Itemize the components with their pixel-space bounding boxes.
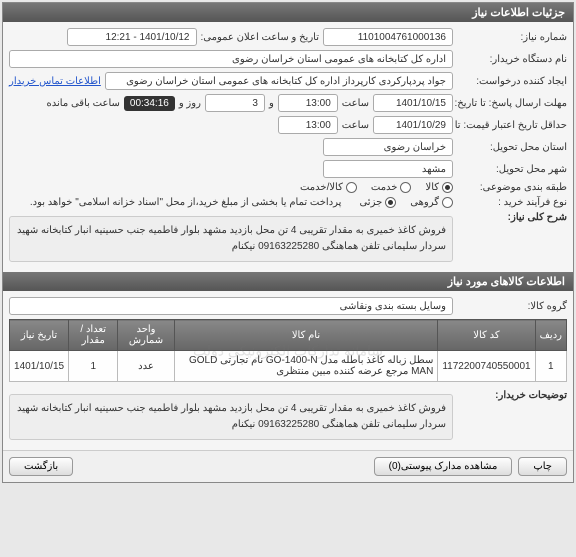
main-panel: جزئیات اطلاعات نیاز شماره نیاز: 11010047… <box>2 2 574 483</box>
th-qty: تعداد / مقدار <box>69 320 118 351</box>
back-button[interactable]: بازگشت <box>9 457 73 476</box>
th-date: تاریخ نیاز <box>10 320 69 351</box>
validity-date-field: 1401/10/29 <box>373 116 453 134</box>
buyer-notes-label: توضیحات خریدار: <box>457 390 567 401</box>
creator-field: جواد پردپارکردی کارپرداز اداره کل کتابخا… <box>105 72 453 90</box>
deadline-time-field: 13:00 <box>278 94 338 112</box>
cell-qty: 1 <box>69 351 118 382</box>
process-group: گروهی جزئی <box>359 197 453 208</box>
goods-type-group: کالا خدمت کالا/خدمت <box>300 182 453 193</box>
cell-name: سطل زباله کاغذ باطله مدل GO-1400-N نام ت… <box>174 351 438 382</box>
radio-checked-icon <box>385 197 396 208</box>
service-radio-label: خدمت <box>371 182 398 193</box>
radio-icon <box>442 197 453 208</box>
cell-unit: عدد <box>118 351 174 382</box>
table-header-row: ردیف کد کالا نام کالا واحد شمارش تعداد /… <box>10 320 567 351</box>
radio-checked-icon <box>442 182 453 193</box>
days-field: 3 <box>205 94 265 112</box>
process-group-item[interactable]: گروهی <box>410 197 453 208</box>
cell-idx: 1 <box>535 351 566 382</box>
process-group-label: گروهی <box>410 197 439 208</box>
contact-link[interactable]: اطلاعات تماس خریدار <box>9 76 101 87</box>
goods-radio-label: کالا <box>425 182 439 193</box>
spacer <box>79 457 367 476</box>
city-label: شهر محل تحویل: <box>457 164 567 175</box>
validity-time-field: 13:00 <box>278 116 338 134</box>
province-field: خراسان رضوی <box>323 138 453 156</box>
goods-type-label: طبقه بندی موضوعی: <box>457 182 567 193</box>
buyer-org-field: اداره کل کتابخانه های عمومی استان خراسان… <box>9 50 453 68</box>
validity-time-label: ساعت <box>342 120 369 131</box>
items-table: ردیف کد کالا نام کالا واحد شمارش تعداد /… <box>9 319 567 382</box>
footer-bar: چاپ مشاهده مدارک پیوستی(0) بازگشت <box>3 450 573 482</box>
process-partial-label: جزئی <box>359 197 382 208</box>
goods-service-radio-label: کالا/خدمت <box>300 182 343 193</box>
deadline-date-field: 1401/10/15 <box>373 94 453 112</box>
general-desc-box: فروش کاغذ خمیری به مقدار تقریبی 4 تن محل… <box>9 216 453 262</box>
panel-title: جزئیات اطلاعات نیاز <box>3 3 573 22</box>
buyer-notes-box: فروش کاغذ خمیری به مقدار تقریبی 4 تن محل… <box>9 394 453 440</box>
buyer-org-label: نام دستگاه خریدار: <box>457 54 567 65</box>
th-code: کد کالا <box>438 320 535 351</box>
announce-label: تاریخ و ساعت اعلان عمومی: <box>201 32 320 43</box>
province-label: استان محل تحویل: <box>457 142 567 153</box>
section2-title: اطلاعات کالاهای مورد نیاز <box>3 272 573 291</box>
group-field: وسایل بسته بندی ونقاشی <box>9 297 453 315</box>
creator-label: ایجاد کننده درخواست: <box>457 76 567 87</box>
radio-icon <box>346 182 357 193</box>
process-note: پرداخت تمام یا بخشی از مبلغ خرید،از محل … <box>30 197 342 208</box>
print-button[interactable]: چاپ <box>518 457 567 476</box>
process-partial-item[interactable]: جزئی <box>359 197 396 208</box>
goods-service-radio-item[interactable]: کالا/خدمت <box>300 182 357 193</box>
deadline-label: مهلت ارسال پاسخ: تا تاریخ: <box>457 98 567 109</box>
need-number-field: 1101004761000136 <box>323 28 453 46</box>
details-body: شماره نیاز: 1101004761000136 تاریخ و ساع… <box>3 22 573 272</box>
cell-code: 1172200740550001 <box>438 351 535 382</box>
section2-body: گروه کالا: وسایل بسته بندی ونقاشی ردیف ک… <box>3 291 573 450</box>
days-and-label: و <box>269 98 274 109</box>
days-unit-label: روز و <box>179 98 201 109</box>
deadline-time-label: ساعت <box>342 98 369 109</box>
attachments-button[interactable]: مشاهده مدارک پیوستی(0) <box>374 457 513 476</box>
remaining-label: ساعت باقی مانده <box>47 98 120 109</box>
th-idx: ردیف <box>535 320 566 351</box>
announce-field: 1401/10/12 - 12:21 <box>67 28 197 46</box>
countdown-badge: 00:34:16 <box>124 96 175 111</box>
process-label: نوع فرآیند خرید : <box>457 197 567 208</box>
th-name: نام کالا <box>174 320 438 351</box>
city-field: مشهد <box>323 160 453 178</box>
cell-date: 1401/10/15 <box>10 351 69 382</box>
general-desc-label: شرح کلی نیاز: <box>457 212 567 223</box>
radio-icon <box>400 182 411 193</box>
group-label: گروه کالا: <box>457 301 567 312</box>
service-radio-item[interactable]: خدمت <box>371 182 412 193</box>
validity-label: حداقل تاریخ اعتبار قیمت: تا تاریخ: <box>457 120 567 131</box>
th-unit: واحد شمارش <box>118 320 174 351</box>
need-number-label: شماره نیاز: <box>457 32 567 43</box>
goods-radio-item[interactable]: کالا <box>425 182 453 193</box>
table-row: 1 1172200740550001 سطل زباله کاغذ باطله … <box>10 351 567 382</box>
table-wrapper: ردیف کد کالا نام کالا واحد شمارش تعداد /… <box>9 319 567 382</box>
